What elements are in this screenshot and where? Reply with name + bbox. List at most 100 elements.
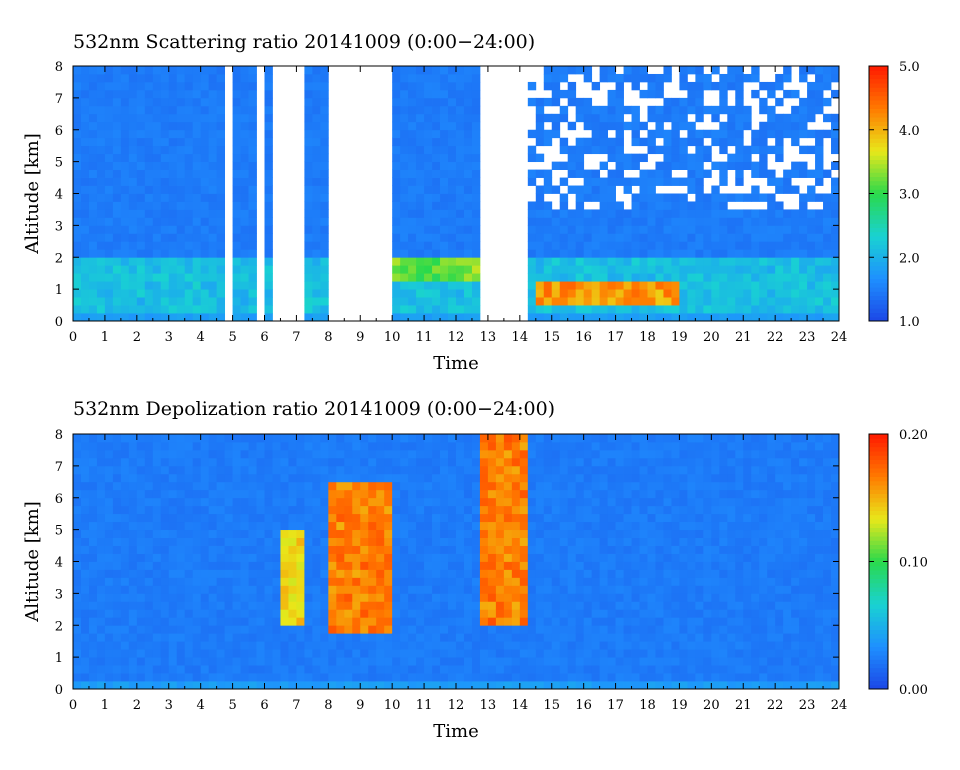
heatmap-cell: [80, 569, 90, 578]
heatmap-cell: [775, 81, 784, 91]
heatmap-cell: [471, 89, 481, 99]
heatmap-cell: [272, 553, 281, 562]
heatmap-cell: [767, 209, 776, 218]
heatmap-cell: [232, 537, 241, 546]
heatmap-cell: [687, 281, 696, 290]
heatmap-cell: [495, 521, 505, 531]
heatmap-cell: [527, 145, 537, 155]
heatmap-cell: [807, 233, 816, 242]
heatmap-cell: [240, 209, 249, 218]
heatmap-cell: [192, 457, 202, 467]
heatmap-cell: [567, 217, 577, 226]
heatmap-cell: [192, 481, 202, 491]
heatmap-cell: [320, 161, 329, 170]
y-tick-label: 1: [55, 283, 63, 298]
heatmap-cell: [200, 66, 210, 75]
heatmap-cell: [248, 105, 257, 115]
heatmap-cell: [256, 481, 265, 491]
heatmap-cell: [687, 545, 696, 554]
heatmap-cell: [679, 617, 688, 626]
heatmap-cell: [192, 521, 202, 531]
heatmap-cell: [136, 113, 146, 123]
heatmap-cell: [719, 657, 728, 666]
heatmap-cell: [128, 617, 138, 626]
heatmap-cell: [392, 313, 401, 322]
heatmap-cell: [815, 225, 824, 234]
heatmap-cell: [160, 201, 170, 210]
heatmap-cell: [583, 505, 593, 515]
heatmap-cell: [184, 113, 194, 123]
heatmap-cell: [232, 561, 241, 570]
heatmap-cell: [599, 217, 609, 226]
heatmap-cell: [719, 225, 728, 234]
heatmap-cell: [448, 81, 457, 91]
heatmap-cell: [831, 225, 840, 234]
heatmap-cell: [671, 561, 680, 570]
heatmap-cell: [200, 513, 210, 523]
heatmap-cell: [136, 609, 146, 618]
colorbar-segment: [869, 180, 888, 186]
heatmap-cell: [216, 481, 226, 491]
heatmap-cell: [88, 169, 98, 178]
heatmap-cell: [535, 153, 545, 163]
heatmap-cell: [599, 177, 609, 186]
heatmap-cell: [120, 537, 130, 546]
heatmap-cell: [719, 265, 728, 274]
heatmap-cell: [400, 153, 409, 163]
heatmap-cell: [160, 297, 170, 306]
heatmap-cell: [487, 521, 497, 531]
heatmap-cell: [328, 481, 337, 491]
heatmap-cell: [232, 465, 241, 475]
heatmap-cell: [296, 569, 305, 578]
heatmap-cell: [623, 73, 632, 83]
heatmap-cell: [312, 561, 321, 570]
heatmap-cell: [136, 569, 146, 578]
heatmap-cell: [280, 537, 289, 546]
heatmap-cell: [448, 225, 457, 234]
heatmap-cell: [240, 113, 249, 123]
heatmap-cell: [416, 217, 425, 226]
heatmap-cell: [376, 481, 385, 491]
heatmap-cell: [432, 209, 441, 218]
heatmap-cell: [80, 233, 90, 242]
heatmap-cell: [232, 201, 241, 210]
heatmap-cell: [663, 625, 672, 634]
heatmap-cell: [527, 529, 537, 538]
heatmap-cell: [583, 233, 593, 242]
heatmap-cell: [416, 513, 425, 523]
heatmap-cell: [208, 273, 218, 282]
heatmap-cell: [591, 105, 601, 115]
heatmap-cell: [559, 657, 569, 666]
heatmap-cell: [623, 489, 632, 499]
heatmap-cell: [727, 265, 736, 274]
heatmap-cell: [232, 313, 241, 322]
heatmap-cell: [408, 145, 417, 155]
heatmap-cell: [647, 185, 656, 194]
heatmap-cell: [471, 513, 481, 523]
heatmap-cell: [631, 129, 640, 139]
heatmap-cell: [176, 225, 186, 234]
heatmap-cell: [719, 273, 728, 282]
heatmap-cell: [192, 513, 202, 523]
heatmap-cell: [376, 489, 385, 499]
chart-panel-1: 0 1 2 3 4 5 6 7 8 9 10 11 12 13 14 15 16 17 18 19 20 21 22 23 24…: [22, 398, 928, 742]
heatmap-cell: [73, 233, 82, 242]
heatmap-cell: [471, 609, 481, 618]
heatmap-cell: [176, 73, 186, 83]
heatmap-cell: [471, 233, 481, 242]
heatmap-cell: [256, 593, 265, 602]
heatmap-cell: [320, 481, 329, 491]
heatmap-cell: [73, 593, 82, 602]
heatmap-cell: [80, 434, 90, 443]
heatmap-cell: [831, 273, 840, 282]
heatmap-cell: [599, 657, 609, 666]
heatmap-cell: [679, 593, 688, 602]
heatmap-cell: [392, 649, 401, 658]
heatmap-cell: [176, 289, 186, 298]
heatmap-cell: [96, 521, 106, 531]
heatmap-cell: [120, 657, 130, 666]
heatmap-cell: [152, 601, 162, 610]
heatmap-cell: [567, 121, 577, 131]
heatmap-cell: [623, 434, 632, 443]
heatmap-cell: [575, 649, 585, 658]
